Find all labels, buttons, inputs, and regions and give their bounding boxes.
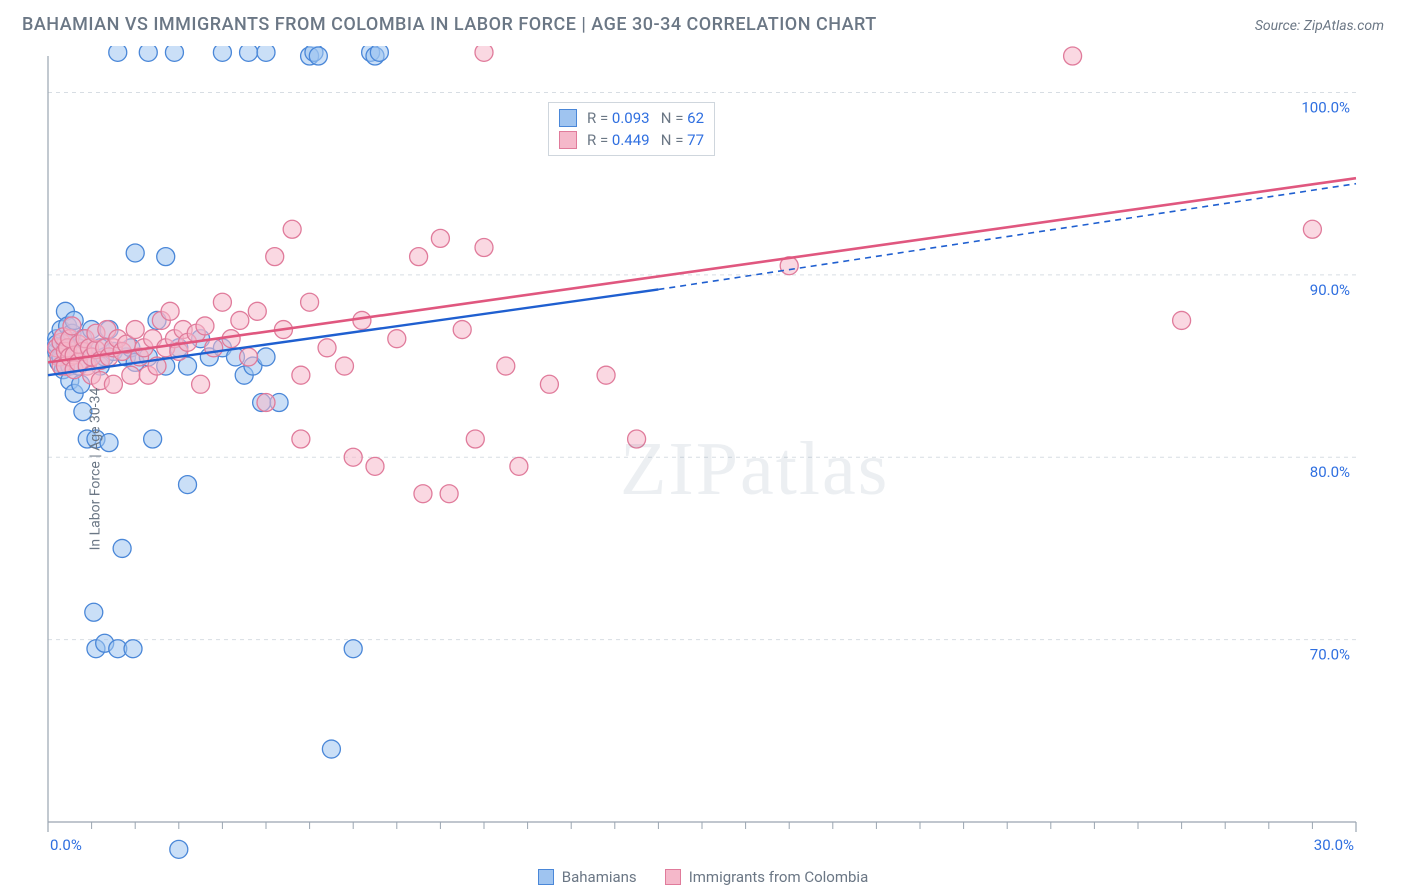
svg-text:0.0%: 0.0% — [50, 836, 82, 854]
stats-row: R = 0.093 N = 62 — [559, 107, 704, 129]
svg-text:100.0%: 100.0% — [1301, 98, 1350, 116]
legend-swatch — [665, 869, 681, 885]
bottom-legend: Bahamians Immigrants from Colombia — [0, 868, 1406, 886]
y-axis-label: In Labor Force | Age 30-34 — [87, 388, 103, 551]
svg-text:70.0%: 70.0% — [1310, 646, 1350, 664]
scatter-chart: 70.0% 80.0% 90.0% 100.0% 0.0% 30.0% — [0, 46, 1406, 892]
legend-swatch — [559, 131, 577, 149]
chart-container: In Labor Force | Age 30-34 70.0% 80.0% 90.… — [0, 46, 1406, 892]
legend-swatch — [559, 109, 577, 127]
legend-item: Bahamians — [538, 868, 637, 886]
legend-swatch — [538, 869, 554, 885]
stats-row: R = 0.449 N = 77 — [559, 129, 704, 151]
legend-item: Immigrants from Colombia — [665, 868, 869, 886]
svg-text:90.0%: 90.0% — [1310, 281, 1350, 299]
svg-text:30.0%: 30.0% — [1314, 836, 1354, 854]
svg-text:80.0%: 80.0% — [1310, 463, 1350, 481]
stats-legend-box: R = 0.093 N = 62 R = 0.449 N = 77 — [548, 102, 715, 156]
chart-title: BAHAMIAN VS IMMIGRANTS FROM COLOMBIA IN … — [22, 14, 877, 35]
chart-source: Source: ZipAtlas.com — [1255, 18, 1384, 34]
